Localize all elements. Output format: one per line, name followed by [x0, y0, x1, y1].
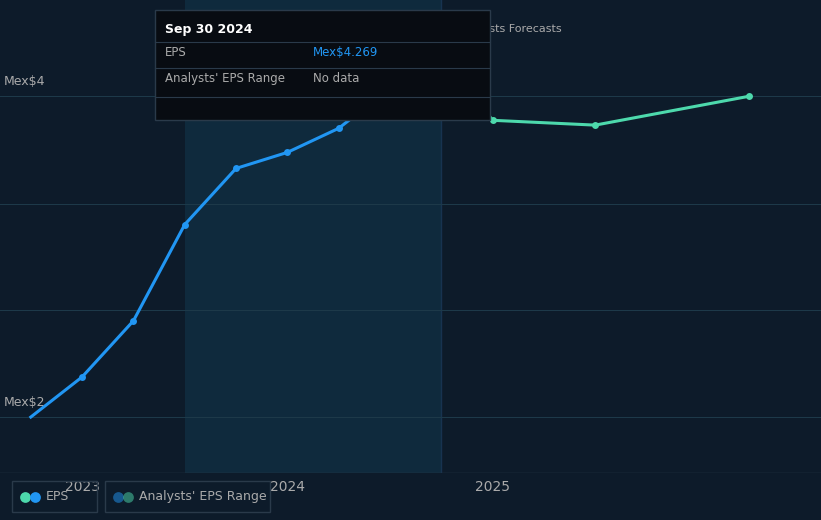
Text: Sep 30 2024: Sep 30 2024: [165, 23, 253, 36]
Text: Analysts' EPS Range: Analysts' EPS Range: [165, 72, 285, 85]
Text: Actual: Actual: [400, 24, 435, 34]
Point: [178, 220, 191, 229]
Point: [230, 164, 243, 173]
Point: [333, 124, 346, 133]
Point: [589, 121, 602, 129]
Point: [383, 84, 397, 93]
Point: [29, 492, 42, 501]
Point: [743, 92, 756, 100]
Point: [76, 373, 89, 381]
Text: EPS: EPS: [165, 46, 186, 59]
Text: Mex$2: Mex$2: [4, 396, 46, 409]
Point: [122, 492, 135, 501]
Bar: [185, 0, 442, 473]
Point: [112, 492, 125, 501]
Point: [281, 148, 294, 157]
Text: No data: No data: [313, 72, 359, 85]
Text: Mex$4: Mex$4: [4, 75, 46, 88]
Text: Mex$4.269: Mex$4.269: [313, 46, 378, 59]
Point: [18, 492, 31, 501]
Text: EPS: EPS: [46, 490, 70, 503]
Text: Analysts Forecasts: Analysts Forecasts: [458, 24, 562, 34]
Point: [127, 317, 140, 325]
Point: [435, 49, 448, 57]
Point: [486, 116, 499, 124]
Point: [435, 49, 448, 57]
Text: Analysts' EPS Range: Analysts' EPS Range: [139, 490, 267, 503]
